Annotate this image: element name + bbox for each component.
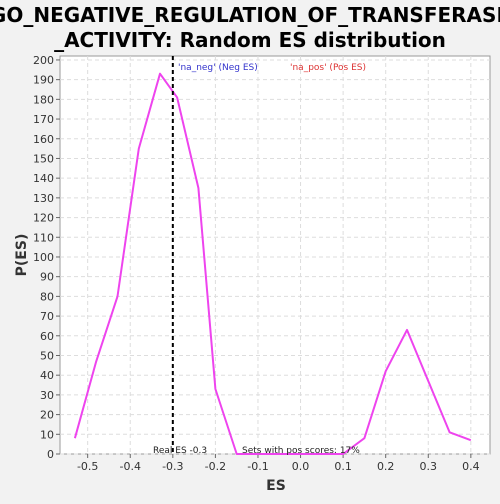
y-tick-label: 140 (33, 172, 54, 185)
x-tick-label: -0.1 (247, 460, 268, 473)
y-tick-label: 200 (33, 54, 54, 67)
y-tick-label: 130 (33, 192, 54, 205)
y-tick-label: 0 (47, 448, 54, 461)
y-tick-label: 180 (33, 93, 54, 106)
x-tick-label: 0.2 (377, 460, 395, 473)
y-tick-label: 30 (40, 389, 54, 402)
chart-title-line-1: GO_NEGATIVE_REGULATION_OF_TRANSFERASE (0, 3, 500, 27)
x-axis-ticks: -0.5 -0.4 -0.3 -0.2 -0.1 0.0 0.1 0.2 0.3 0.4 (77, 454, 480, 473)
x-tick-label: 0.4 (462, 460, 480, 473)
series-layer (73, 72, 472, 455)
real-es-annotation: Real ES -0.3 (153, 446, 207, 456)
x-tick-label: -0.5 (77, 460, 98, 473)
y-tick-label: 20 (40, 409, 54, 422)
y-axis-ticks: 0 10 20 30 40 50 60 70 80 90 100 110 120 130 140 150 160… (33, 54, 60, 461)
y-tick-label: 150 (33, 152, 54, 165)
y-tick-label: 80 (40, 290, 54, 303)
x-tick-label: -0.2 (205, 460, 226, 473)
y-tick-label: 170 (33, 113, 54, 126)
y-tick-label: 70 (40, 310, 54, 323)
legend-pos-label: 'na_pos' (Pos ES) (290, 63, 366, 73)
y-tick-label: 160 (33, 133, 54, 146)
x-tick-label: -0.3 (162, 460, 183, 473)
x-tick-label: 0.1 (334, 460, 352, 473)
chart-title-line-2: _ACTIVITY: Random ES distribution (54, 28, 446, 52)
y-tick-label: 50 (40, 349, 54, 362)
y-tick-label: 40 (40, 369, 54, 382)
y-tick-label: 100 (33, 251, 54, 264)
series-line (73, 72, 472, 455)
y-tick-label: 120 (33, 212, 54, 225)
y-tick-label: 190 (33, 74, 54, 87)
plot-area (59, 55, 491, 455)
y-tick-label: 90 (40, 271, 54, 284)
pos-scores-annotation: Sets with pos scores: 17% (242, 446, 360, 456)
y-axis-label: P(ES) (14, 234, 30, 277)
y-tick-label: 10 (40, 428, 54, 441)
y-tick-label: 110 (33, 231, 54, 244)
x-tick-label: -0.4 (120, 460, 141, 473)
x-tick-label: 0.0 (292, 460, 310, 473)
legend-neg-label: 'na_neg' (Neg ES) (178, 63, 258, 73)
x-tick-label: 0.3 (420, 460, 438, 473)
grid (60, 56, 490, 455)
x-axis-label: ES (266, 478, 286, 494)
y-tick-label: 60 (40, 330, 54, 343)
